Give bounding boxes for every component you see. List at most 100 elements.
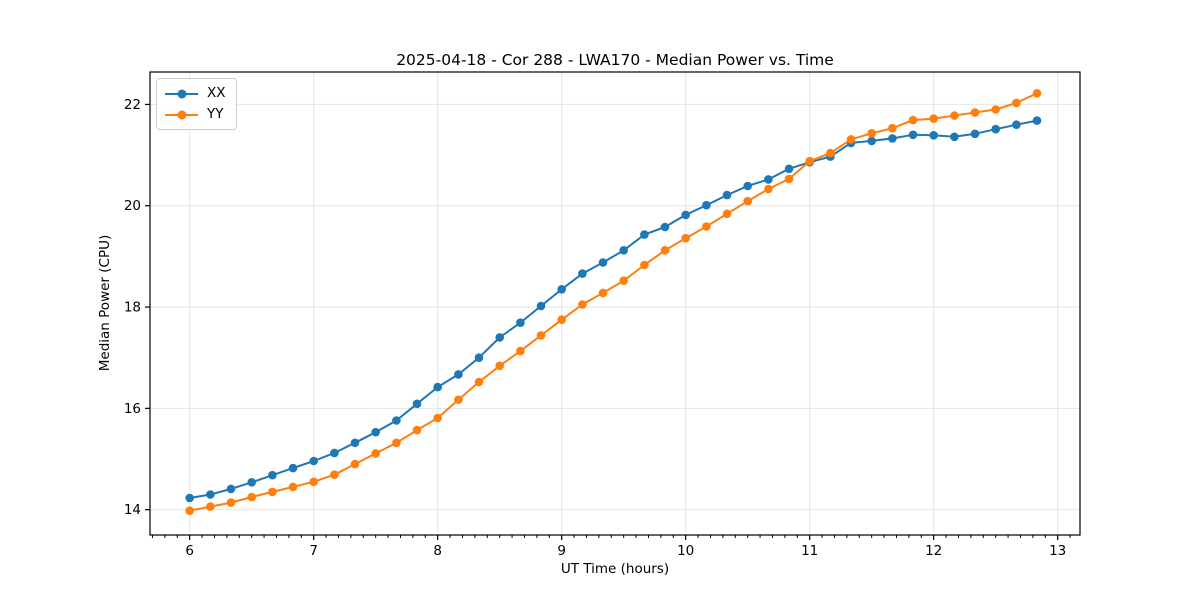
data-point-yy [454, 395, 463, 405]
chart-title: 2025-04-18 - Cor 288 - LWA170 - Median P… [396, 51, 834, 69]
data-point-yy [743, 196, 752, 206]
data-point-yy [412, 425, 422, 435]
data-point-yy [970, 108, 980, 117]
data-point-xx [888, 134, 897, 143]
data-point-xx [578, 269, 587, 278]
data-point-yy [371, 449, 381, 458]
data-point-yy [681, 233, 690, 243]
data-point-yy [660, 246, 670, 255]
data-point-xx [268, 470, 277, 480]
x-tick-label: 13 [1049, 543, 1066, 559]
y-axis-label: Median Power (CPU) [97, 234, 113, 372]
data-point-xx [495, 333, 505, 342]
y-tick-label: 16 [124, 401, 141, 417]
x-tick-label: 8 [433, 543, 442, 559]
data-point-xx [702, 200, 711, 210]
legend-item-xx: XX [165, 83, 226, 104]
data-point-yy [247, 492, 256, 502]
data-point-yy [619, 276, 628, 286]
data-point-yy [495, 361, 505, 371]
data-point-xx [929, 131, 938, 140]
series-line-xx [189, 119, 1038, 499]
y-tick-label: 20 [124, 198, 141, 214]
data-point-xx [185, 493, 194, 503]
data-point-xx [950, 132, 959, 142]
data-point-xx [412, 399, 422, 409]
data-point-yy [826, 148, 835, 158]
x-tick-label: 12 [925, 543, 942, 559]
data-point-xx [681, 210, 690, 220]
legend-label-xx: XX [207, 84, 226, 101]
data-point-xx [598, 258, 608, 267]
data-point-xx [371, 427, 381, 437]
data-point-xx [764, 175, 773, 184]
data-point-yy [536, 331, 546, 340]
y-tick-label: 22 [124, 97, 141, 113]
data-point-yy [516, 346, 525, 356]
data-point-xx [660, 222, 670, 232]
data-point-xx [970, 129, 980, 139]
data-point-xx [536, 301, 546, 311]
data-point-yy [929, 114, 938, 123]
data-point-xx [206, 490, 215, 499]
data-point-yy [950, 111, 959, 120]
data-point-yy [226, 498, 236, 507]
data-point-xx [247, 478, 256, 487]
data-point-xx [309, 456, 319, 466]
data-point-xx [330, 448, 339, 458]
data-point-yy [867, 129, 876, 138]
x-tick-label: 11 [801, 543, 818, 559]
data-point-yy [908, 115, 918, 125]
data-point-yy [330, 470, 339, 480]
data-point-xx [1032, 116, 1042, 125]
data-point-yy [206, 502, 215, 511]
y-tick-label: 18 [124, 300, 141, 316]
legend-marker-yy-icon [165, 109, 198, 121]
data-point-yy [1012, 98, 1021, 108]
data-point-xx [433, 382, 443, 392]
data-point-yy [474, 377, 484, 387]
data-point-yy [350, 459, 360, 469]
data-point-yy [702, 222, 711, 231]
data-point-xx [226, 484, 236, 494]
data-point-yy [392, 438, 401, 448]
legend-item-yy: YY [165, 104, 226, 125]
data-point-xx [288, 463, 298, 473]
data-point-yy [888, 123, 897, 133]
data-point-yy [185, 506, 194, 515]
data-point-xx [640, 230, 649, 239]
data-point-yy [805, 156, 814, 166]
data-point-xx [557, 285, 566, 294]
data-point-xx [474, 353, 484, 363]
data-point-yy [288, 482, 298, 492]
data-point-xx [516, 318, 525, 328]
data-point-xx [867, 136, 876, 146]
data-point-xx [908, 130, 918, 140]
data-point-xx [743, 181, 752, 191]
data-point-xx [991, 124, 1000, 134]
data-point-xx [1012, 120, 1021, 129]
data-point-xx [784, 164, 794, 174]
data-point-yy [598, 288, 608, 298]
series-line-yy [189, 92, 1038, 512]
data-point-yy [309, 477, 319, 487]
x-tick-label: 6 [185, 543, 194, 559]
data-point-yy [1032, 89, 1042, 98]
data-point-xx [722, 190, 732, 200]
data-point-yy [784, 174, 794, 184]
data-point-xx [454, 370, 463, 379]
x-axis-label: UT Time (hours) [560, 561, 670, 577]
legend-marker-xx-icon [165, 88, 198, 100]
data-point-xx [392, 416, 401, 425]
data-point-yy [557, 315, 566, 325]
x-tick-label: 7 [309, 543, 318, 559]
x-tick-label: 10 [677, 543, 694, 559]
data-point-xx [350, 438, 360, 448]
data-point-yy [722, 209, 732, 219]
data-point-yy [846, 135, 856, 144]
y-tick-label: 14 [124, 502, 141, 518]
data-point-yy [764, 184, 773, 194]
data-point-yy [578, 300, 587, 309]
